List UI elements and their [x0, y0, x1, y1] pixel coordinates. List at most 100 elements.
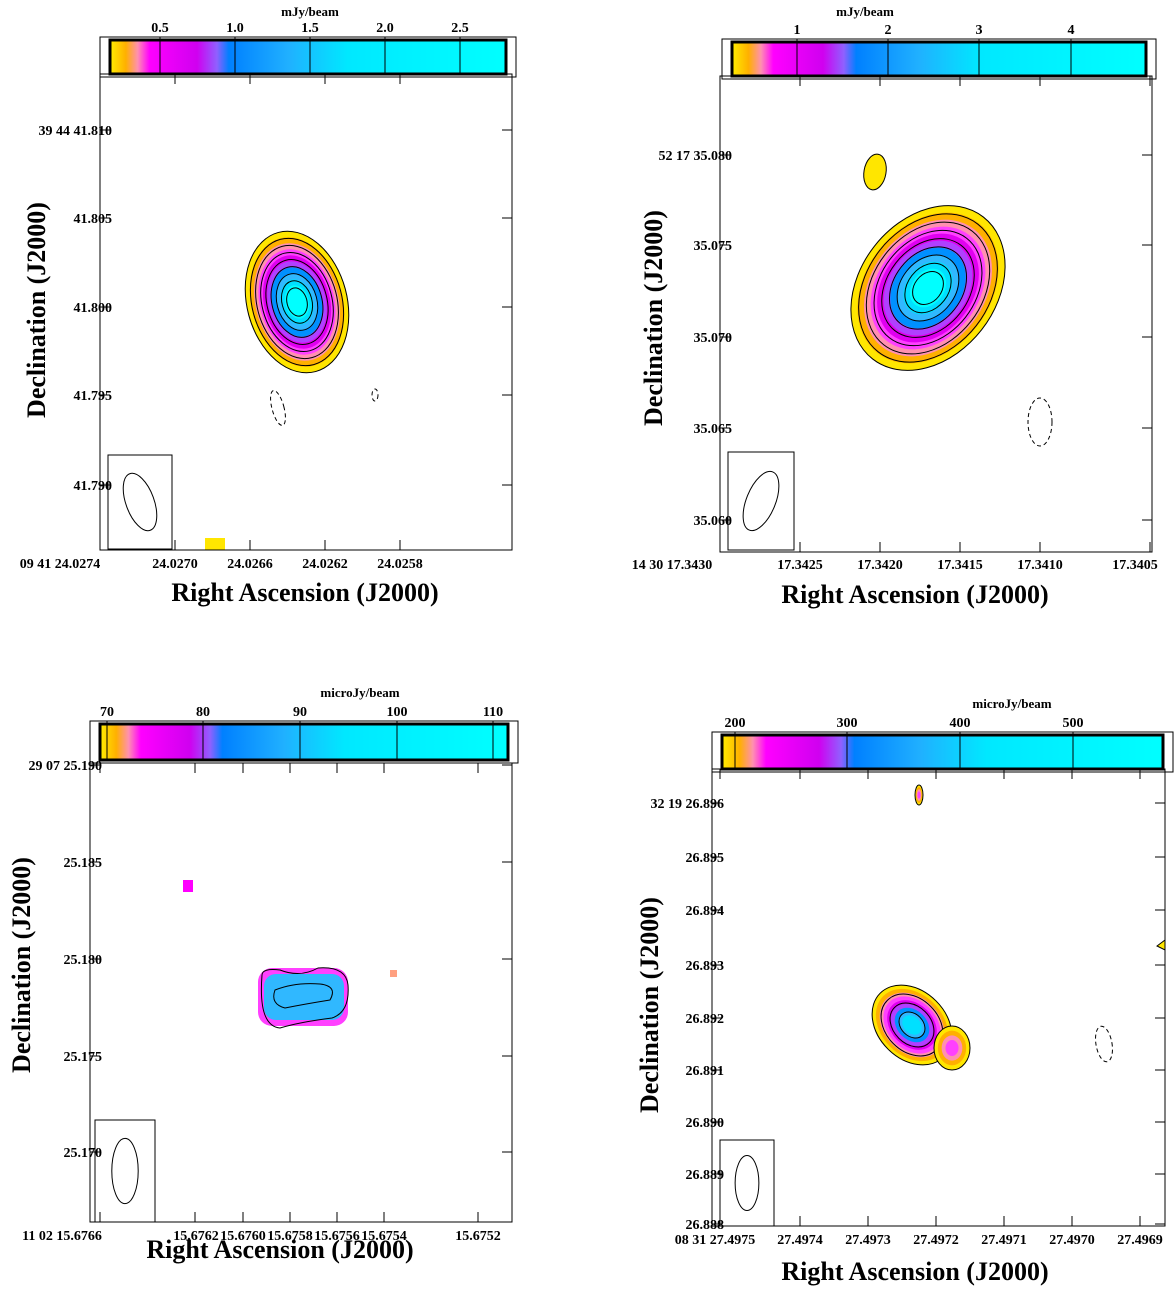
x-tick-label: 15.6754 — [361, 1229, 407, 1244]
x-tick-label: 15.6760 — [220, 1229, 266, 1244]
negative-contour — [371, 388, 379, 402]
source — [871, 984, 953, 1066]
plot-frame — [89, 762, 513, 1223]
contour — [280, 280, 314, 324]
x-tick-label: 15.6762 — [173, 1229, 219, 1244]
contour — [270, 266, 324, 338]
source-layer — [917, 791, 921, 799]
contour — [275, 273, 319, 331]
x-tick-label: 17.3415 — [937, 558, 983, 573]
y-tick-label: 52 17 35.080 — [659, 149, 733, 164]
y-tick-label: 26.890 — [686, 1116, 725, 1131]
x-tick-label: 15.6756 — [314, 1229, 360, 1244]
y-tick-label: 32 19 26.896 — [651, 797, 725, 812]
source — [914, 784, 924, 806]
y-tick-label: 26.891 — [686, 1064, 725, 1079]
speck — [183, 880, 193, 892]
colorbar-frame — [711, 731, 1174, 773]
speck — [1156, 939, 1166, 951]
x-tick-label: 08 31 27.4975 — [675, 1233, 756, 1248]
x-axis-label: Right Ascension (J2000) — [781, 580, 1048, 609]
x-tick-label: 27.4974 — [777, 1233, 823, 1248]
beam-box — [107, 454, 173, 550]
y-tick-label: 26.889 — [686, 1168, 725, 1183]
y-tick-label: 25.175 — [64, 1050, 103, 1065]
contour — [904, 262, 952, 314]
contour — [858, 213, 998, 363]
y-tick-label: 26.894 — [686, 904, 725, 919]
contour — [244, 230, 350, 374]
contour — [888, 246, 968, 330]
contour — [260, 251, 334, 353]
colorbar-tick-label: 300 — [837, 716, 858, 731]
x-tick-label: 17.3420 — [857, 558, 903, 573]
speck — [205, 538, 225, 550]
contour — [850, 205, 1006, 371]
colorbar-label: microJy/beam — [320, 685, 399, 700]
y-tick-label: 26.893 — [686, 959, 725, 974]
source — [933, 1025, 971, 1071]
beam — [734, 1154, 760, 1212]
colorbar-tick-label: 110 — [483, 705, 503, 720]
colorbar-frame — [721, 38, 1157, 80]
beam-box — [94, 1119, 156, 1223]
y-tick-label: 35.070 — [694, 331, 733, 346]
x-tick-label: 24.0262 — [302, 557, 348, 572]
y-tick-label: 41.800 — [74, 301, 113, 316]
colorbar-tick-label: 2.0 — [376, 21, 394, 36]
colorbar-tick-label: 200 — [725, 716, 746, 731]
negative-contour — [1095, 1025, 1113, 1063]
contour — [273, 983, 333, 1009]
y-tick-label: 41.805 — [74, 212, 113, 227]
colorbar-tick-label: 1.0 — [226, 21, 244, 36]
colorbar-tick-label: 80 — [196, 705, 210, 720]
contour — [912, 271, 944, 305]
y-tick-label: 25.180 — [64, 953, 103, 968]
colorbar-tick-label: 0.5 — [151, 21, 169, 36]
y-tick-label: 26.892 — [686, 1012, 725, 1027]
contour — [260, 967, 349, 1029]
y-tick-label: 41.795 — [74, 389, 113, 404]
plot-frame — [719, 75, 1153, 553]
y-tick-label: 35.065 — [694, 422, 733, 437]
x-axis-label: Right Ascension (J2000) — [781, 1257, 1048, 1286]
contour — [249, 237, 345, 367]
colorbar-label: mJy/beam — [836, 4, 894, 19]
y-tick-label: 26.895 — [686, 851, 725, 866]
colorbar-tick-label: 100 — [387, 705, 408, 720]
x-tick-label: 24.0258 — [377, 557, 423, 572]
colorbar-tick-label: 1 — [794, 23, 801, 38]
colorbar-tick-label: 2.5 — [451, 21, 469, 36]
contour — [873, 229, 983, 347]
contour — [896, 254, 960, 322]
plot-frame — [99, 73, 513, 551]
negative-contour — [1027, 397, 1053, 447]
x-tick-label: 24.0266 — [227, 557, 273, 572]
contour — [863, 153, 887, 191]
beam-box — [719, 1139, 775, 1227]
x-tick-label: 15.6752 — [455, 1229, 501, 1244]
source — [244, 230, 350, 374]
x-tick-label: 27.4973 — [845, 1233, 891, 1248]
speck — [390, 970, 397, 977]
contour — [255, 244, 339, 360]
colorbar — [108, 38, 508, 76]
source-layer — [264, 974, 344, 1020]
beam-box — [727, 451, 795, 551]
beam — [122, 472, 158, 532]
colorbar-label: mJy/beam — [281, 4, 339, 19]
y-tick-label: 41.790 — [74, 479, 113, 494]
x-tick-label: 09 41 24.0274 — [20, 557, 101, 572]
x-tick-label: 17.3425 — [777, 558, 823, 573]
y-tick-label: 39 44 41.810 — [39, 124, 113, 139]
y-tick-label: 35.075 — [694, 239, 733, 254]
y-tick-label: 35.060 — [694, 514, 733, 529]
x-tick-label: 27.4969 — [1117, 1233, 1163, 1248]
contour — [933, 1025, 971, 1071]
source-layer — [863, 154, 887, 190]
x-tick-label: 17.3405 — [1112, 558, 1158, 573]
contour — [286, 287, 308, 317]
colorbar-tick-label: 500 — [1063, 716, 1084, 731]
colorbar-tick-label: 400 — [950, 716, 971, 731]
x-axis-label: Right Ascension (J2000) — [146, 1235, 413, 1264]
